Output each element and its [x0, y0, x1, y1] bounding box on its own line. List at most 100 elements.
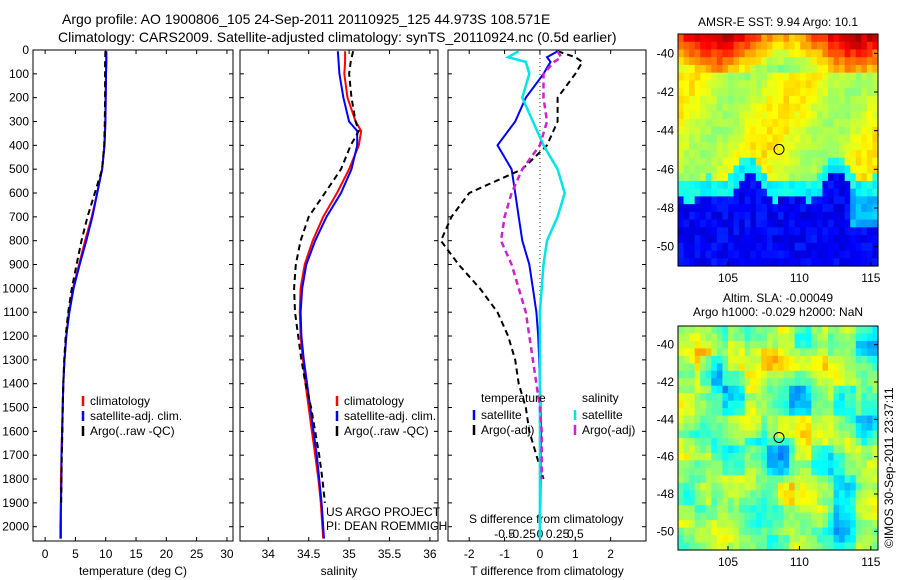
sst-map-cell — [811, 165, 818, 174]
sst-map-cell — [844, 142, 851, 151]
sst-map-cell — [755, 211, 762, 221]
sst-map-cell — [839, 111, 846, 120]
sla-map-cell — [816, 363, 824, 372]
salinity-difference-tick-label: 0.25 — [546, 527, 570, 541]
sst-map-cell — [811, 235, 818, 244]
sla-map-cell — [711, 333, 718, 342]
sst-map-cell — [733, 126, 740, 136]
sla-map-cell — [755, 467, 762, 476]
sst-map-cell — [711, 142, 718, 151]
sst-map-cell — [761, 242, 768, 252]
sst-map-cell — [844, 196, 851, 205]
sla-map-cell — [855, 348, 862, 357]
sla-map-cell — [816, 326, 824, 335]
sst-map-cell — [844, 34, 851, 43]
sst-map-cell — [805, 57, 812, 66]
depth-tick-label: 1100 — [3, 305, 29, 319]
sst-map-cell — [705, 134, 712, 143]
sla-map-cell — [850, 542, 857, 551]
sst-map-cell — [778, 72, 785, 81]
sst-map-cell — [744, 64, 751, 74]
sla-map-cell — [844, 326, 851, 335]
sst-map-cell — [800, 219, 807, 228]
sst-map-cell — [828, 235, 835, 244]
sla-map-cell — [716, 475, 724, 484]
sla-map-cell — [733, 355, 740, 364]
sla-map-cell — [778, 400, 785, 409]
sla-map-cell — [844, 445, 851, 454]
sla-map-cell — [805, 505, 812, 514]
sst-map-cell — [766, 134, 774, 143]
sla-map-cell — [783, 385, 790, 394]
sla-map-cell — [861, 460, 868, 469]
sla-map-cell — [872, 408, 879, 417]
sla-map-cell — [733, 482, 740, 491]
sla-map-cell — [850, 408, 857, 417]
sst-map-cell — [766, 80, 774, 89]
sla-map-cell — [794, 326, 801, 335]
sla-map-cell — [750, 505, 757, 514]
sst-map-cell — [789, 235, 796, 244]
sla-map-cell — [766, 467, 774, 476]
sst-map-cell — [755, 111, 762, 120]
sla-map-cell — [678, 415, 685, 424]
sst-map-cell — [722, 180, 729, 190]
sst-map-cell — [855, 49, 862, 58]
sla-map-cell — [822, 482, 829, 491]
sst-map-cell — [694, 204, 701, 213]
sla-map-cell — [739, 423, 746, 432]
sst-map-cell — [722, 173, 729, 182]
sst-map-cell — [778, 95, 785, 105]
sla-map-cell — [822, 512, 829, 521]
sla-map-cell — [805, 370, 812, 379]
sla-map-cell — [872, 363, 879, 372]
sla-map-cell — [805, 527, 812, 536]
sst-map-cell — [822, 165, 829, 174]
sla-map-cell — [805, 520, 812, 529]
sla-map-cell — [866, 430, 874, 439]
sla-map-cell — [755, 355, 762, 364]
sst-map-cell — [872, 211, 879, 221]
sla-map-cell — [872, 393, 879, 402]
sst-map-cell — [844, 88, 851, 97]
sla-map-cell — [844, 460, 851, 469]
sla-map-cell — [761, 408, 768, 417]
sla-map-cell — [811, 512, 818, 521]
sla-map-cell — [850, 333, 857, 342]
legend-entry-label: satellite-adj. clim. — [344, 409, 436, 423]
sla-map-cell — [850, 512, 857, 521]
sst-map-cell — [700, 80, 707, 89]
legend-entry-label: Argo(..raw -QC) — [344, 424, 429, 438]
sst-map-cell — [728, 72, 735, 81]
sst-map-cell — [861, 211, 868, 221]
sla-map-cell — [805, 482, 812, 491]
sla-map-cell — [839, 527, 846, 536]
sst-map-cell — [761, 64, 768, 74]
sst-map-cell — [861, 103, 868, 112]
sst-map-cell — [778, 41, 785, 51]
sst-map-cell — [705, 204, 712, 213]
sst-map-cell — [828, 219, 835, 228]
sst-map-cell — [739, 134, 746, 143]
sst-map-cell — [828, 258, 835, 267]
sla-map-cell — [761, 355, 768, 364]
sla-map-cell — [789, 520, 796, 529]
sla-map-cell — [716, 348, 724, 357]
sla-map-cell — [828, 527, 835, 536]
sst-map-cell — [689, 41, 696, 51]
sst-map-cell — [800, 72, 807, 81]
sla-map-cell — [700, 370, 707, 379]
sla-map-cell — [816, 505, 824, 514]
sla-map-cell — [833, 333, 840, 342]
sst-map-cell — [772, 204, 779, 213]
sst-map-cell — [766, 119, 774, 128]
sla-map-cell — [683, 423, 690, 432]
sla-map-cell — [761, 393, 768, 402]
sst-map-y-tick-label: -50 — [657, 240, 675, 254]
sla-map-cell — [839, 415, 846, 424]
sst-map-cell — [722, 41, 729, 51]
sst-map-cell — [700, 211, 707, 221]
sst-map-cell — [794, 72, 801, 81]
sst-map-cell — [794, 88, 801, 97]
sst-map-cell — [828, 57, 835, 66]
